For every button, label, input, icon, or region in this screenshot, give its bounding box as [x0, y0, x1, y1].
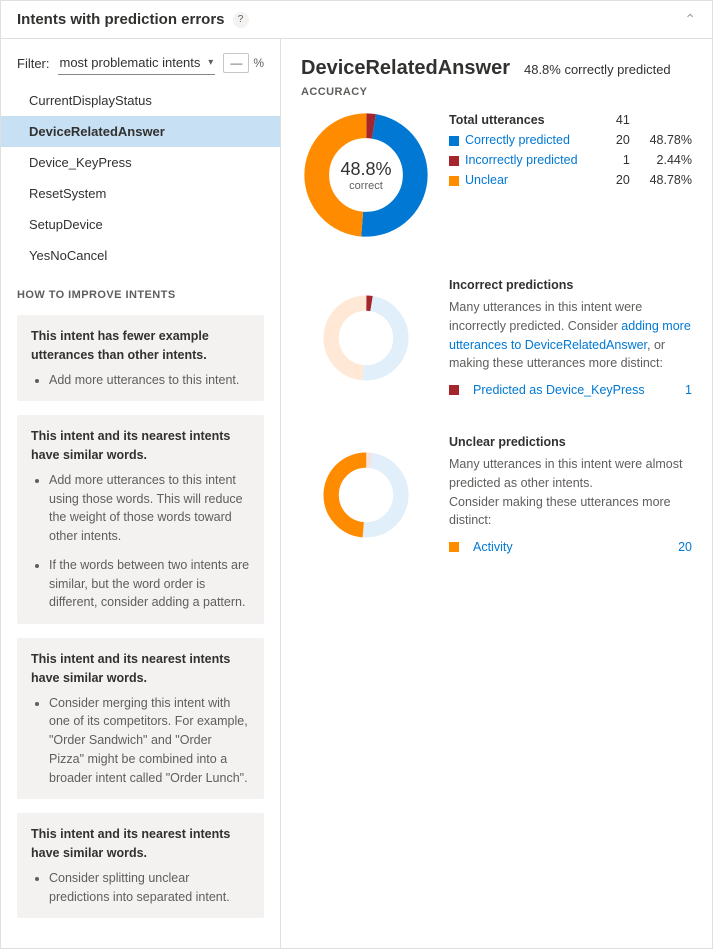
detail-subtitle: 48.8% correctly predicted: [524, 62, 671, 77]
right-pane: DeviceRelatedAnswer 48.8% correctly pred…: [281, 39, 712, 948]
help-icon[interactable]: ?: [233, 12, 249, 28]
toggle-dash-button[interactable]: —: [223, 53, 249, 73]
legend-row: Unclear 2048.78%: [449, 170, 692, 190]
intent-item[interactable]: SetupDevice: [1, 209, 280, 240]
panel-title: Intents with prediction errors ?: [17, 11, 249, 28]
tip-lead: This intent and its nearest intents have…: [31, 825, 250, 863]
filter-select[interactable]: most problematic intents ▾: [58, 51, 216, 75]
improve-section: HOW TO IMPROVE INTENTS This intent has f…: [1, 271, 280, 918]
intent-list: CurrentDisplayStatusDeviceRelatedAnswerD…: [1, 85, 280, 271]
intent-item[interactable]: Device_KeyPress: [1, 147, 280, 178]
filter-label: Filter:: [17, 56, 50, 71]
tip-bullet: If the words between two intents are sim…: [49, 556, 250, 612]
prediction-count[interactable]: 1: [685, 383, 692, 397]
left-pane: Filter: most problematic intents ▾ — % C…: [1, 39, 281, 948]
tip-bullet: Consider merging this intent with one of…: [49, 694, 250, 788]
intent-item[interactable]: YesNoCancel: [1, 240, 280, 271]
intent-item[interactable]: ResetSystem: [1, 178, 280, 209]
accuracy-legend: Total utterances 41 Correctly predicted 2…: [449, 110, 692, 240]
tip-bullet: Add more utterances to this intent.: [49, 371, 250, 390]
legend-title: Total utterances: [449, 110, 601, 130]
tip-lead: This intent and its nearest intents have…: [31, 427, 250, 465]
tip-card: This intent and its nearest intents have…: [17, 638, 264, 799]
legend-row: Correctly predicted 2048.78%: [449, 130, 692, 150]
tip-card: This intent has fewer example utterances…: [17, 315, 264, 401]
filter-row: Filter: most problematic intents ▾ — %: [1, 51, 280, 85]
legend-total: 41: [601, 110, 629, 130]
tip-card: This intent and its nearest intents have…: [17, 415, 264, 624]
accuracy-donut: 48.8% correct: [301, 110, 431, 240]
incorrect-row: Incorrect predictions Many utterances in…: [301, 278, 692, 397]
prediction-label[interactable]: Predicted as Device_KeyPress: [473, 383, 677, 397]
tip-lead: This intent and its nearest intents have…: [31, 650, 250, 688]
tip-lead: This intent has fewer example utterances…: [31, 327, 250, 365]
improve-heading: HOW TO IMPROVE INTENTS: [17, 289, 264, 301]
panel-header: Intents with prediction errors ? ⌃: [1, 1, 712, 39]
legend-pct: 48.78%: [630, 170, 692, 190]
legend-row: Incorrectly predicted 12.44%: [449, 150, 692, 170]
panel-title-text: Intents with prediction errors: [17, 11, 225, 28]
legend-count: 20: [601, 130, 629, 150]
chevron-down-icon: ▾: [208, 57, 213, 68]
incorrect-donut: [320, 292, 412, 384]
collapse-chevron-icon[interactable]: ⌃: [684, 11, 696, 28]
filter-selected: most problematic intents: [60, 55, 201, 70]
legend-count: 20: [601, 170, 629, 190]
legend-pct: 48.78%: [630, 130, 692, 150]
prediction-label[interactable]: Activity: [473, 540, 670, 554]
legend-count: 1: [601, 150, 629, 170]
prediction-row: Predicted as Device_KeyPress 1: [449, 383, 692, 397]
unclear-donut: [320, 449, 412, 541]
accuracy-row: 48.8% correct Total utterances 41 Correc…: [301, 110, 692, 240]
unclear-title: Unclear predictions: [449, 435, 692, 449]
legend-label[interactable]: Unclear: [465, 173, 508, 187]
incorrect-title: Incorrect predictions: [449, 278, 692, 292]
tip-bullet: Consider splitting unclear predictions i…: [49, 869, 250, 907]
legend-label[interactable]: Correctly predicted: [465, 133, 570, 147]
accuracy-label: ACCURACY: [301, 86, 692, 98]
prediction-errors-panel: Intents with prediction errors ? ⌃ Filte…: [0, 0, 713, 949]
view-toggle: — %: [223, 53, 264, 73]
unclear-row: Unclear predictions Many utterances in t…: [301, 435, 692, 554]
intent-item[interactable]: DeviceRelatedAnswer: [1, 116, 280, 147]
incorrect-desc: Many utterances in this intent were inco…: [449, 298, 692, 373]
unclear-desc: Many utterances in this intent were almo…: [449, 455, 692, 530]
toggle-pct-label: %: [253, 56, 264, 70]
prediction-count[interactable]: 20: [678, 540, 692, 554]
intent-item[interactable]: CurrentDisplayStatus: [1, 85, 280, 116]
detail-title: DeviceRelatedAnswer: [301, 57, 510, 80]
prediction-row: Activity 20: [449, 540, 692, 554]
legend-label[interactable]: Incorrectly predicted: [465, 153, 578, 167]
tip-card: This intent and its nearest intents have…: [17, 813, 264, 918]
tip-bullet: Add more utterances to this intent using…: [49, 471, 250, 546]
legend-pct: 2.44%: [630, 150, 692, 170]
